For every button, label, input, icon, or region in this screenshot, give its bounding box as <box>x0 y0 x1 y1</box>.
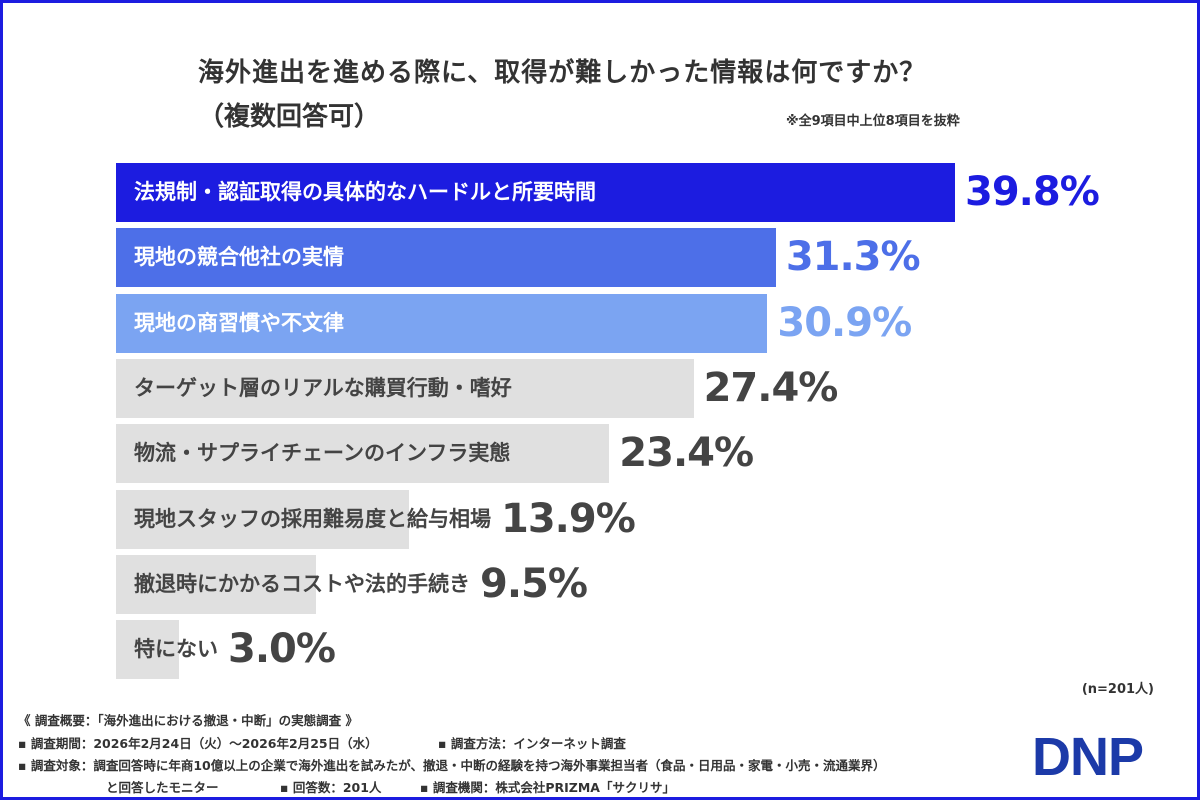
bar-chart: 法規制・認証取得の具体的なハードルと所要時間 39.8% 現地の競合他社の実情 31.… <box>116 163 1100 680</box>
footer-period: ▪ 調査期間：2026年2月24日（火）～2026年2月25日（水） <box>18 736 378 751</box>
footer-responses: ▪ 回答数：201人 <box>280 780 382 795</box>
value-label: 23.4% <box>619 430 754 477</box>
value-label: 3.0% <box>228 626 336 673</box>
value-label: 39.8% <box>965 169 1100 215</box>
value-label: 31.3% <box>785 234 921 281</box>
value-label: 9.5% <box>480 560 588 607</box>
chart-note: ※全9項目中上位8項目を抜粋 <box>786 114 960 129</box>
chart-title: 海外進出を進める際に、取得が難しかった情報は何ですか？ <box>198 58 927 88</box>
footer-target-cont: と回答したモニター <box>106 780 219 795</box>
dnp-logo: DNP <box>1032 727 1144 787</box>
bar-label: 現地の競合他社の実情 <box>134 245 344 270</box>
bar <box>116 554 317 614</box>
bar-label: ターゲット層のリアルな購買行動・嗜好 <box>134 375 512 400</box>
footer-target: ▪ 調査対象：調査回答時に年商10億以上の企業で海外進出を試みたが、撤退・中断の… <box>18 758 886 773</box>
bar <box>116 293 768 353</box>
value-label: 30.9% <box>777 299 912 346</box>
bar-label: 現地スタッフの採用難易度と給与相場 <box>134 506 491 531</box>
sample-size: (n=201人) <box>1081 682 1154 697</box>
bar <box>116 489 410 549</box>
bar-label: 物流・サプライチェーンのインフラ実態 <box>134 441 511 466</box>
bar-label: 現地の商習慣や不文律 <box>134 310 344 335</box>
value-label: 27.4% <box>703 364 839 411</box>
bar <box>116 424 610 484</box>
bar <box>116 358 694 418</box>
footer-overview: 《 調査概要：「海外進出における撤退・中断」の実態調査 》 <box>18 713 358 728</box>
footer-method: ▪ 調査方法：インターネット調査 <box>438 736 626 751</box>
bar <box>116 228 776 288</box>
bar <box>116 163 955 222</box>
footer-agency: ▪ 調査機関：株式会社PRIZMA「サクリサ」 <box>420 780 675 795</box>
value-label: 13.9% <box>501 495 636 542</box>
bar-label: 法規制・認証取得の具体的なハードルと所要時間 <box>134 180 596 204</box>
chart-subtitle: （複数回答可） <box>198 102 381 132</box>
bar-label: 特にない <box>134 637 218 662</box>
bar-label: 撤退時にかかるコストや法的手続き <box>134 571 470 596</box>
bar <box>116 620 180 680</box>
